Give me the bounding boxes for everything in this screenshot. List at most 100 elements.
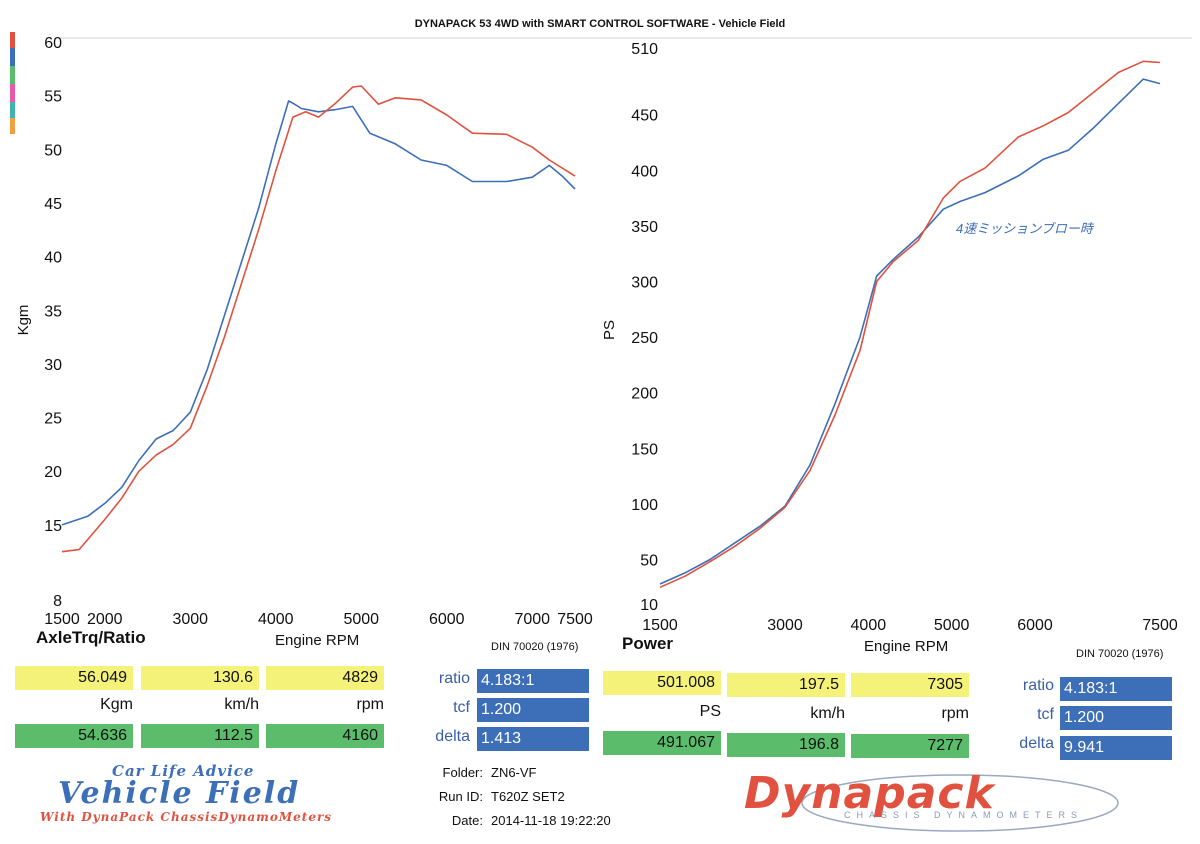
power-series-line-2	[659, 60, 1161, 589]
torque-unit-rpm: rpm	[356, 696, 384, 713]
shop-logo: Vehicle Field	[58, 776, 301, 811]
swatch-teal	[10, 102, 15, 118]
torque-xtick-label: 7000	[514, 611, 550, 628]
power-delta-value: 9.941	[1060, 736, 1172, 760]
power-xtick-label: 3000	[767, 617, 803, 634]
power-reference-speed: 196.8	[727, 733, 845, 757]
power-current-value: 501.008	[603, 671, 721, 695]
swatch-green	[10, 66, 15, 84]
power-ytick-label: 50	[640, 553, 658, 570]
power-delta-label: delta	[1019, 735, 1054, 752]
power-tcf-value: 1.200	[1060, 706, 1172, 730]
power-yaxis-label: PS	[601, 320, 618, 340]
dynapack-subtitle: CHASSIS DYNAMOMETERS	[844, 810, 1084, 820]
torque-xaxis-label: Engine RPM	[275, 632, 360, 649]
torque-current-rpm: 4829	[266, 666, 384, 690]
power-ytick-label: 300	[631, 275, 658, 292]
power-ytick-label: 350	[631, 219, 658, 236]
date-value: 2014-11-18 19:22:20	[491, 813, 611, 828]
torque-xtick-label: 5000	[343, 611, 379, 628]
torque-reference-value: 54.636	[15, 724, 133, 748]
swatch-blue	[10, 48, 15, 66]
power-ytick-label: 10	[640, 597, 658, 614]
torque-ytick-label: 30	[44, 357, 62, 374]
torque-ytick-label: 35	[44, 303, 62, 320]
power-ytick-label: 450	[631, 108, 658, 125]
power-xtick-label: 6000	[1017, 617, 1053, 634]
power-xtick-label: 5000	[934, 617, 970, 634]
torque-xtick-label: 1500	[44, 611, 80, 628]
swatch-pink	[10, 84, 15, 102]
torque-xtick-label: 7500	[557, 611, 593, 628]
torque-ytick-label: 60	[44, 35, 62, 52]
torque-delta-label: delta	[435, 728, 470, 745]
torque-ytick-label: 45	[44, 196, 62, 213]
power-chart: 10 50 100 150 200 250 300 350 400 450 510 1500 3000 4…	[601, 41, 1178, 634]
torque-ytick-label: 40	[44, 250, 62, 267]
torque-xtick-label: 6000	[429, 611, 465, 628]
run-id-value: T620Z SET2	[491, 789, 565, 804]
torque-ytick-label: 55	[44, 89, 62, 106]
torque-ytick-label: 50	[44, 142, 62, 159]
shop-tagline: Car Life Advice	[112, 762, 255, 780]
torque-section-title: AxleTrq/Ratio	[36, 628, 146, 647]
swatch-red	[10, 32, 15, 48]
power-ytick-label: 200	[631, 386, 658, 403]
power-section-title: Power	[622, 634, 674, 653]
torque-xtick-label: 4000	[258, 611, 294, 628]
torque-xtick-label: 2000	[87, 611, 123, 628]
torque-tcf-label: tcf	[453, 699, 470, 716]
power-unit-ps: PS	[699, 703, 721, 720]
torque-ratio-label: ratio	[438, 670, 470, 687]
power-ytick-label: 100	[631, 497, 658, 514]
power-xtick-label: 4000	[851, 617, 887, 634]
handwritten-note: 4速ミッションブロー時	[956, 221, 1093, 236]
power-ytick-label: 250	[631, 330, 658, 347]
power-ytick-label: 150	[631, 441, 658, 458]
power-unit-kmh: km/h	[810, 705, 845, 722]
torque-reference-rpm: 4160	[266, 724, 384, 748]
torque-current-value: 56.049	[15, 666, 133, 690]
power-ytick-label: 510	[631, 41, 658, 58]
torque-ytick-label: 20	[44, 464, 62, 481]
power-xtick-label: 1500	[642, 617, 678, 634]
torque-reference-speed: 112.5	[141, 724, 259, 748]
torque-delta-value: 1.413	[477, 727, 589, 751]
power-series-line-1	[659, 78, 1161, 585]
torque-series-line-1	[61, 100, 576, 526]
shop-subline: With DynaPack ChassisDynamoMeters	[40, 810, 333, 824]
torque-xtick-label: 3000	[172, 611, 208, 628]
report-title: DYNAPACK 53 4WD with SMART CONTROL SOFTW…	[414, 18, 786, 30]
power-current-speed: 197.5	[727, 673, 845, 697]
torque-tcf-value: 1.200	[477, 698, 589, 722]
torque-chart: 8 15 20 25 30 35 40 45 50 55 60 1500 2000 3000 4000 500…	[15, 35, 593, 628]
power-unit-rpm: rpm	[941, 705, 969, 722]
power-tcf-label: tcf	[1037, 706, 1054, 723]
power-ratio-value: 4.183:1	[1060, 677, 1172, 701]
power-ratio-label: ratio	[1022, 677, 1054, 694]
torque-standard: DIN 70020 (1976)	[491, 641, 579, 653]
torque-series-line-2	[61, 85, 576, 553]
folder-value: ZN6-VF	[491, 765, 537, 780]
torque-unit-kmh: km/h	[224, 696, 259, 713]
date-label: Date:	[451, 813, 483, 828]
torque-ytick-label: 15	[44, 518, 62, 535]
power-xaxis-label: Engine RPM	[864, 638, 949, 655]
power-reference-rpm: 7277	[851, 734, 969, 758]
run-id-label: Run ID:	[438, 789, 483, 804]
folder-label: Folder:	[442, 765, 483, 780]
power-ytick-label: 400	[631, 163, 658, 180]
power-xtick-label: 7500	[1142, 617, 1178, 634]
power-standard: DIN 70020 (1976)	[1076, 648, 1164, 660]
dynapack-logo: Dynapack	[744, 768, 995, 819]
torque-ytick-label: 25	[44, 411, 62, 428]
torque-yaxis-label: Kgm	[15, 305, 32, 336]
torque-ratio-value: 4.183:1	[477, 669, 589, 693]
torque-unit-kgm: Kgm	[100, 696, 133, 713]
dynapack-swoosh	[801, 774, 1119, 832]
power-current-rpm: 7305	[851, 673, 969, 697]
swatch-orange	[10, 118, 15, 134]
torque-ytick-label: 8	[53, 593, 62, 610]
